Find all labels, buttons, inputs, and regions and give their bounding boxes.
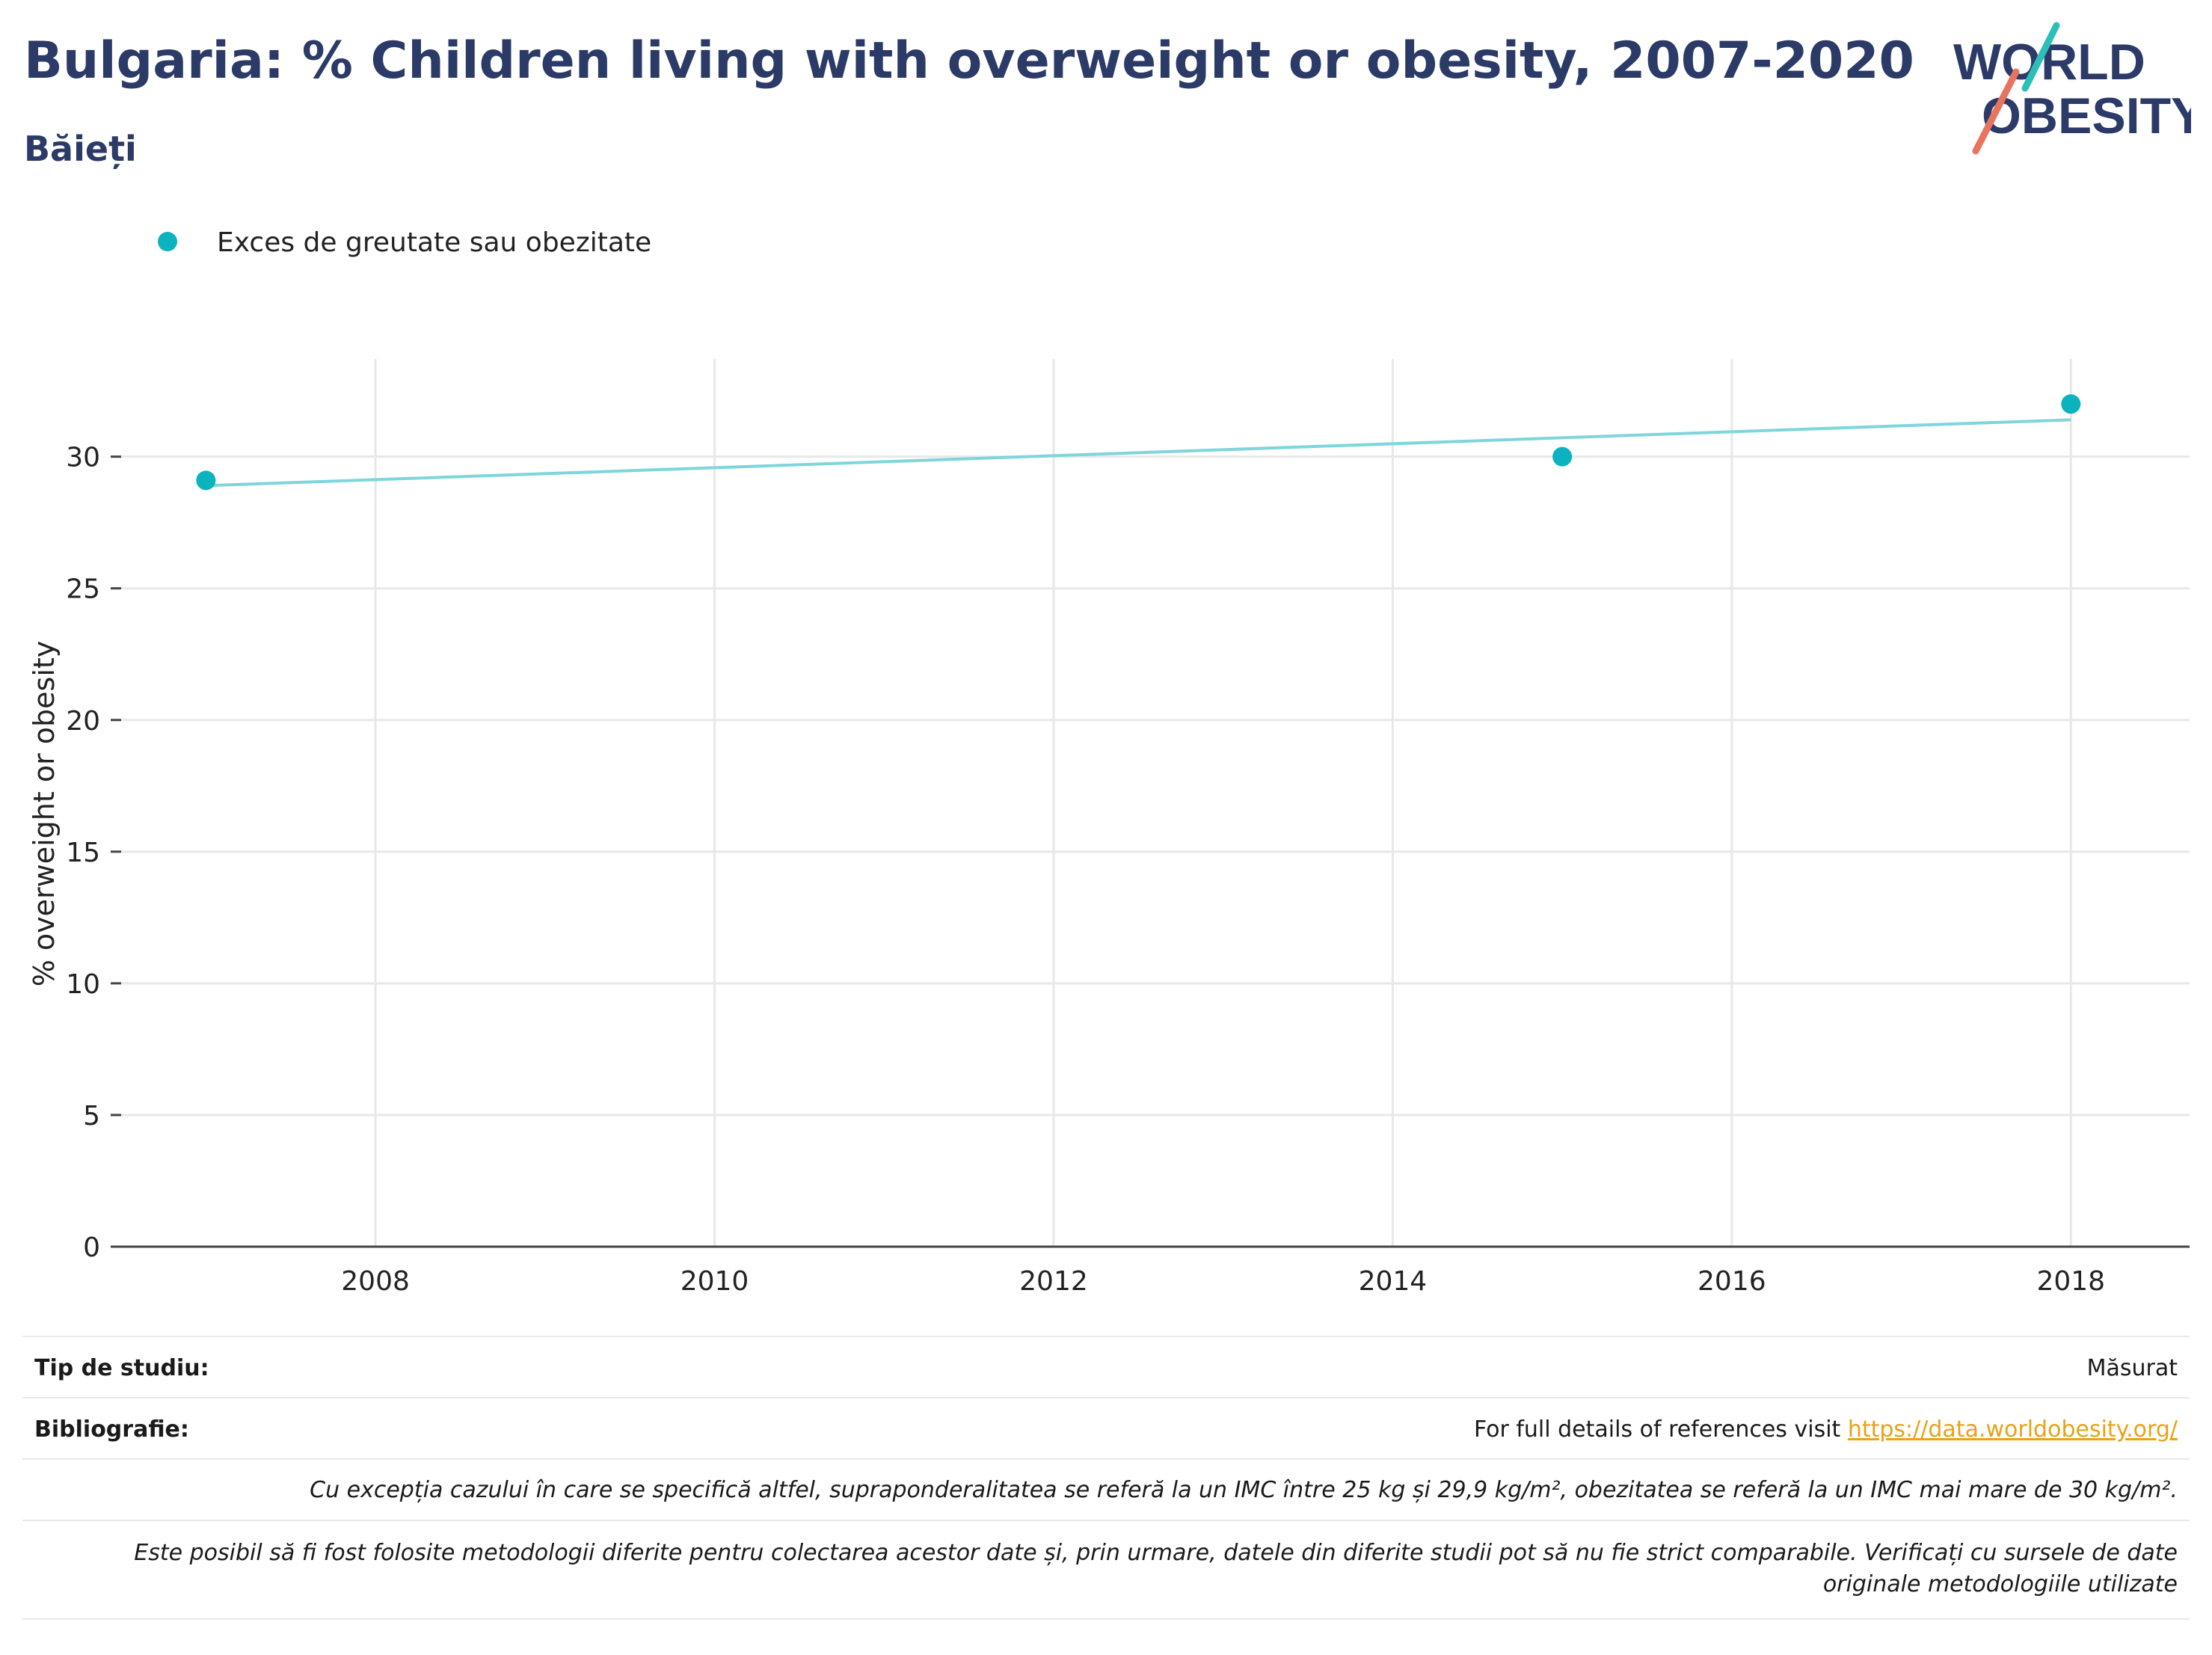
data-point-2015 xyxy=(1552,446,1573,467)
study-type-label: Tip de studiu: xyxy=(34,1355,209,1381)
trendline xyxy=(206,418,2071,488)
bibliography-text: For full details of references visit xyxy=(1473,1416,1848,1443)
chart-title: Bulgaria: % Children living with overwei… xyxy=(24,31,1914,90)
world-obesity-logo: WORLD OBESITY xyxy=(1953,22,2191,155)
x-tick-label-2018: 2018 xyxy=(2036,1266,2105,1297)
note-definitions: Cu excepția cazului în care se specifică… xyxy=(310,1477,2178,1503)
data-point-2018 xyxy=(2061,394,2081,414)
footer-row-note-methodology: Este posibil să fi fost folosite metodol… xyxy=(22,1520,2190,1620)
chart-subtitle: Băieți xyxy=(24,129,137,169)
x-tick-label-2012: 2012 xyxy=(1019,1266,1088,1297)
axes: 0 5 10 15 20 25 30 2008 2010 2012 2014 2016 2018 xyxy=(66,443,2190,1297)
legend-marker-0 xyxy=(158,232,177,251)
y-tick-label-0: 0 xyxy=(83,1232,100,1263)
footer-row-study-type: Tip de studiu: Măsurat xyxy=(22,1336,2190,1398)
study-type-value: Măsurat xyxy=(2086,1355,2178,1381)
logo-slash-coral xyxy=(1972,68,2020,155)
y-tick-label-10: 10 xyxy=(66,969,100,1000)
chart-area: 0 5 10 15 20 25 30 2008 2010 2012 2014 2016 2018 Exc… xyxy=(28,227,2190,1297)
x-tick-label-2008: 2008 xyxy=(341,1266,410,1297)
legend: Exces de greutate sau obezitate xyxy=(158,227,651,258)
bibliography-link[interactable]: https://data.worldobesity.org/ xyxy=(1847,1416,2178,1443)
note-methodology-line2: originale metodologiile utilizate xyxy=(1822,1571,2178,1597)
y-tick-label-20: 20 xyxy=(66,706,100,737)
y-tick-label-5: 5 xyxy=(83,1101,100,1132)
data-point-2007 xyxy=(196,470,216,491)
bibliography-label: Bibliografie: xyxy=(34,1416,189,1443)
legend-label-0: Exces de greutate sau obezitate xyxy=(217,227,651,258)
note-methodology-line1: Este posibil să fi fost folosite metodol… xyxy=(134,1540,2178,1566)
x-tick-label-2014: 2014 xyxy=(1359,1266,1428,1297)
y-tick-label-25: 25 xyxy=(66,574,100,605)
x-tick-label-2010: 2010 xyxy=(681,1266,749,1297)
y-tick-label-15: 15 xyxy=(66,838,100,868)
logo-slash-teal xyxy=(2021,22,2060,92)
y-axis-label: % overweight or obesity xyxy=(28,641,61,987)
gridlines xyxy=(121,359,2190,1247)
note-methodology: Este posibil să fi fost folosite metodol… xyxy=(134,1538,2178,1600)
trendline-group xyxy=(206,418,2071,488)
y-tick-label-30: 30 xyxy=(66,443,100,473)
x-tick-label-2016: 2016 xyxy=(1698,1266,1766,1297)
footer-row-bibliography: Bibliografie: For full details of refere… xyxy=(22,1397,2190,1460)
logo-text-obesity: OBESITY xyxy=(1982,87,2191,144)
data-points xyxy=(196,394,2081,491)
footer-row-note-definitions: Cu excepția cazului în care se specifică… xyxy=(22,1458,2190,1521)
bibliography-value: For full details of references visit htt… xyxy=(1474,1416,2178,1443)
